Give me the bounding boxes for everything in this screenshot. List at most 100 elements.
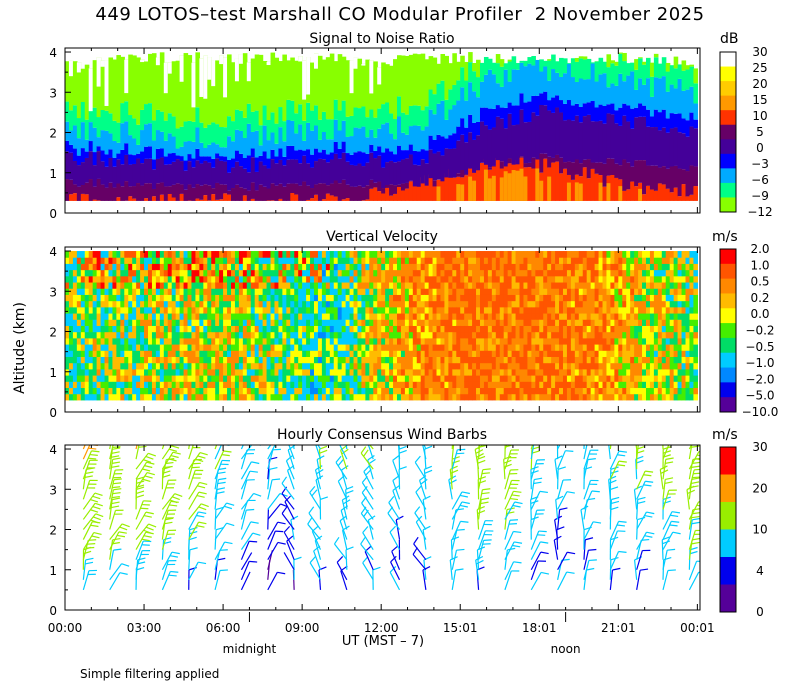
velocity-cell bbox=[242, 288, 248, 295]
snr-cell bbox=[527, 63, 532, 102]
velocity-cell bbox=[657, 275, 663, 283]
velocity-cell bbox=[140, 331, 145, 339]
velocity-cell bbox=[523, 251, 529, 258]
velocity-cell bbox=[519, 319, 525, 326]
velocity-cell bbox=[361, 288, 366, 295]
velocity-cell bbox=[487, 300, 493, 308]
velocity-cell bbox=[290, 331, 295, 339]
velocity-cell bbox=[479, 325, 485, 333]
snr-cell bbox=[677, 168, 683, 197]
velocity-cell bbox=[539, 275, 544, 283]
velocity-cell bbox=[602, 350, 608, 357]
snr-cell bbox=[274, 163, 280, 186]
snr-cell bbox=[76, 138, 82, 156]
velocity-cell bbox=[227, 337, 232, 345]
velocity-cell bbox=[128, 300, 133, 308]
snr-cell bbox=[250, 111, 256, 132]
velocity-cell bbox=[100, 344, 106, 351]
velocity-cell bbox=[163, 263, 169, 271]
velocity-cell bbox=[472, 306, 477, 314]
velocity-cell bbox=[515, 350, 521, 357]
velocity-cell bbox=[634, 344, 639, 351]
velocity-cell bbox=[464, 393, 469, 401]
snr-cell bbox=[685, 136, 691, 172]
velocity-cell bbox=[677, 263, 683, 271]
velocity-cell bbox=[539, 337, 544, 345]
snr-cell bbox=[381, 104, 386, 125]
velocity-cell bbox=[622, 337, 627, 345]
velocity-cell bbox=[187, 288, 193, 295]
velocity-cell bbox=[622, 282, 627, 289]
velocity-cell bbox=[377, 344, 382, 351]
velocity-cell bbox=[630, 263, 635, 271]
velocity-cell bbox=[203, 368, 208, 376]
velocity-cell bbox=[349, 257, 355, 264]
snr-cell bbox=[590, 162, 596, 169]
velocity-cell bbox=[472, 294, 477, 302]
snr-cell bbox=[689, 126, 695, 166]
velocity-cell bbox=[396, 368, 402, 376]
velocity-cell bbox=[515, 306, 521, 314]
velocity-cell bbox=[329, 337, 335, 345]
snr-cell bbox=[665, 188, 671, 201]
velocity-cell bbox=[468, 257, 473, 264]
velocity-cell bbox=[400, 275, 406, 283]
velocity-cell bbox=[84, 387, 90, 395]
snr-cell bbox=[665, 62, 671, 72]
snr-cell bbox=[570, 162, 576, 180]
velocity-cell bbox=[412, 325, 418, 333]
velocity-cell bbox=[487, 393, 493, 401]
velocity-cell bbox=[207, 350, 212, 357]
velocity-cell bbox=[242, 306, 248, 314]
velocity-cell bbox=[310, 313, 315, 320]
velocity-cell bbox=[452, 325, 457, 333]
velocity-cell bbox=[223, 300, 228, 308]
snr-cell bbox=[159, 111, 165, 132]
snr-cell bbox=[199, 199, 204, 201]
snr-cell bbox=[266, 158, 272, 169]
velocity-cell bbox=[444, 269, 449, 277]
y-tick-label: 1 bbox=[49, 167, 57, 181]
velocity-cell bbox=[286, 294, 291, 302]
snr-cell bbox=[377, 191, 382, 201]
velocity-cell bbox=[234, 300, 240, 308]
velocity-cell bbox=[337, 269, 343, 277]
snr-cell bbox=[448, 148, 453, 178]
velocity-cell bbox=[638, 356, 643, 364]
velocity-cell bbox=[503, 294, 509, 302]
velocity-cell bbox=[238, 257, 244, 264]
velocity-cell bbox=[491, 337, 497, 345]
velocity-cell bbox=[432, 300, 438, 308]
snr-cell bbox=[503, 128, 509, 167]
velocity-cell bbox=[357, 325, 363, 333]
velocity-cell bbox=[661, 300, 667, 308]
snr-cell bbox=[112, 59, 117, 121]
velocity-cell bbox=[535, 337, 540, 345]
velocity-cell bbox=[294, 350, 299, 357]
velocity-cell bbox=[179, 325, 185, 333]
velocity-cell bbox=[448, 350, 453, 357]
velocity-cell bbox=[262, 269, 268, 277]
snr-cell bbox=[527, 167, 532, 201]
snr-cell bbox=[448, 135, 453, 149]
velocity-cell bbox=[124, 356, 129, 364]
snr-cell bbox=[531, 168, 536, 201]
velocity-cell bbox=[594, 288, 600, 295]
velocity-cell bbox=[120, 387, 125, 395]
velocity-cell bbox=[349, 375, 355, 382]
velocity-cell bbox=[416, 288, 422, 295]
colorbar-swatch bbox=[720, 52, 736, 68]
velocity-cell bbox=[155, 375, 161, 382]
snr-cell bbox=[464, 175, 469, 201]
snr-cell bbox=[238, 153, 244, 167]
velocity-cell bbox=[112, 313, 117, 320]
velocity-cell bbox=[393, 381, 398, 389]
snr-cell bbox=[408, 144, 414, 155]
snr-cell bbox=[578, 58, 584, 79]
velocity-cell bbox=[487, 257, 493, 264]
velocity-cell bbox=[159, 362, 165, 370]
velocity-cell bbox=[594, 313, 600, 320]
snr-cell bbox=[171, 153, 177, 162]
velocity-cell bbox=[523, 381, 529, 389]
velocity-cell bbox=[436, 306, 442, 314]
